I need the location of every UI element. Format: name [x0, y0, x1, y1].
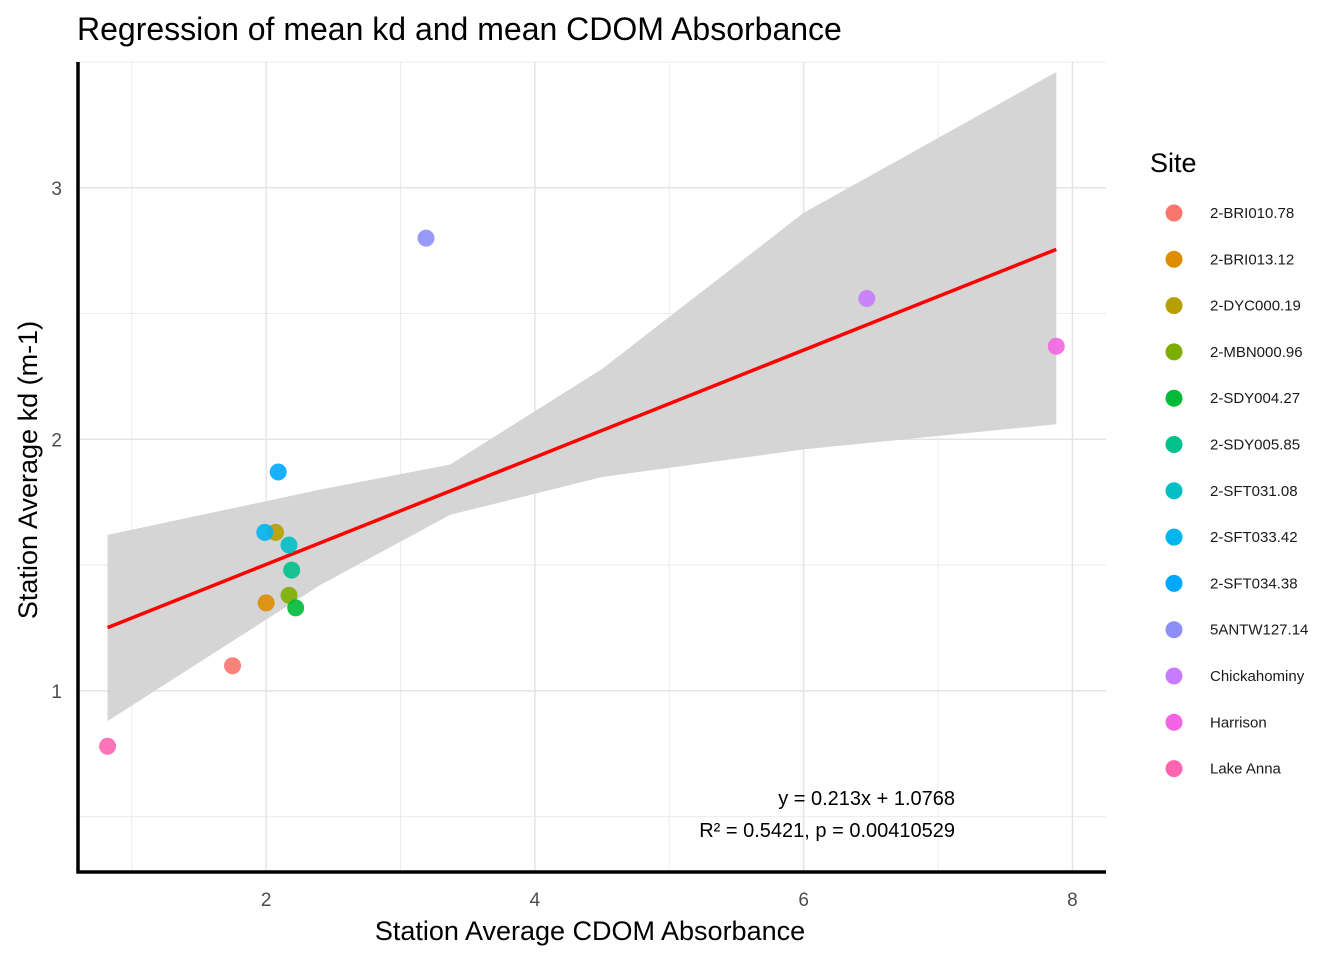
legend-key: [1165, 574, 1183, 592]
legend-label: 2-SDY004.27: [1210, 390, 1300, 407]
axes: [76, 62, 1106, 874]
y-tick-label: 2: [51, 430, 62, 451]
legend-key: [1165, 528, 1183, 546]
point-2-mbn000-96: [280, 586, 298, 604]
point-2-sdy004-27: [287, 599, 305, 617]
x-tick-label: 8: [1067, 890, 1078, 911]
legend-label: 2-BRI010.78: [1210, 205, 1294, 222]
legend-label: Lake Anna: [1210, 761, 1282, 778]
legend-label: 2-DYC000.19: [1210, 298, 1301, 315]
point-chickahominy: [858, 289, 876, 307]
x-axis-title: Station Average CDOM Absorbance: [375, 916, 805, 946]
legend-key: [1165, 482, 1183, 500]
legend-label: 2-SDY005.85: [1210, 437, 1300, 454]
chart-title: Regression of mean kd and mean CDOM Abso…: [77, 11, 842, 47]
legend: Site 2-BRI010.78 2-BRI013.12 2-DYC000.19 2-…: [1150, 148, 1308, 778]
point-2-sft034-38: [269, 463, 287, 481]
legend-key: [1165, 667, 1183, 685]
legend-title: Site: [1150, 148, 1197, 178]
point-2-bri010-78: [224, 657, 242, 675]
regression-line-layer: [106, 247, 1057, 630]
legend-label: 2-SFT031.08: [1210, 483, 1298, 500]
legend-key: [1165, 204, 1183, 222]
point-lake-anna: [99, 737, 117, 755]
legend-label: 2-SFT033.42: [1210, 529, 1298, 546]
legend-label: 5ANTW127.14: [1210, 622, 1308, 639]
legend-key: [1165, 713, 1183, 731]
x-tick-label: 2: [261, 890, 272, 911]
point-5antw127-14: [417, 229, 435, 247]
regression-equation: y = 0.213x + 1.0768: [778, 788, 955, 810]
point-2-bri013-12: [257, 594, 275, 612]
legend-key: [1165, 760, 1183, 778]
x-tick-label: 4: [530, 890, 541, 911]
regression-line: [106, 247, 1057, 630]
confidence-band-layer: [107, 72, 1057, 722]
point-2-sft031-08: [280, 536, 298, 554]
tick-labels: 2 4 6 8 1 2 3: [51, 179, 1077, 911]
legend-label: 2-MBN000.96: [1210, 344, 1303, 361]
regression-stats: R² = 0.5421, p = 0.00410529: [699, 820, 955, 842]
confidence-band: [107, 72, 1057, 722]
point-2-sdy005-85: [283, 561, 301, 579]
legend-label: 2-SFT034.38: [1210, 575, 1298, 592]
legend-key: [1165, 389, 1183, 407]
legend-key: [1165, 297, 1183, 315]
legend-key: [1165, 343, 1183, 361]
point-2-sft033-42: [256, 523, 274, 541]
legend-key: [1165, 436, 1183, 453]
legend-label: Chickahominy: [1210, 668, 1305, 685]
point-harrison: [1047, 337, 1065, 355]
y-tick-label: 1: [51, 682, 62, 703]
legend-key: [1165, 250, 1183, 268]
y-tick-label: 3: [51, 179, 62, 200]
y-axis-title: Station Average kd (m-1): [13, 321, 43, 619]
x-tick-label: 6: [798, 890, 809, 911]
points-layer: [99, 229, 1065, 755]
legend-key: [1165, 621, 1183, 639]
legend-label: 2-BRI013.12: [1210, 251, 1294, 268]
legend-label: Harrison: [1210, 714, 1267, 731]
